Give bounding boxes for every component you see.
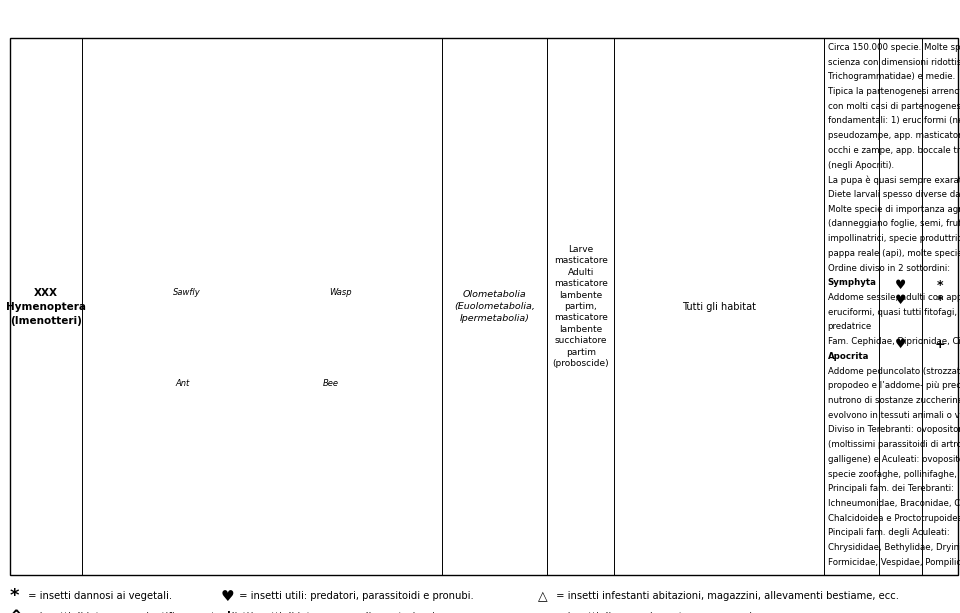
Text: Ichneumonidae, Braconidae, Cynipidae, superfam.: Ichneumonidae, Braconidae, Cynipidae, su… bbox=[828, 499, 960, 508]
Text: +: + bbox=[221, 607, 234, 613]
Text: (negli Apocriti).: (negli Apocriti). bbox=[828, 161, 894, 170]
Text: La pupa è quasi sempre exarata, evoiche o anoiche: La pupa è quasi sempre exarata, evoiche … bbox=[828, 175, 960, 185]
Text: Tutti gli habitat: Tutti gli habitat bbox=[682, 302, 756, 311]
Text: XXX
Hymenoptera
(Imenotteri): XXX Hymenoptera (Imenotteri) bbox=[6, 287, 85, 326]
Text: ♥: ♥ bbox=[895, 294, 906, 307]
Text: —: — bbox=[538, 610, 551, 613]
Text: = insetti infestanti abitazioni, magazzini, allevamenti bestiame, ecc.: = insetti infestanti abitazioni, magazzi… bbox=[553, 592, 899, 601]
Text: Apocrita: Apocrita bbox=[828, 352, 869, 361]
Text: Ordine diviso in 2 sottordini:: Ordine diviso in 2 sottordini: bbox=[828, 264, 949, 273]
Text: Trichogrammatidae) e medie.: Trichogrammatidae) e medie. bbox=[828, 72, 955, 82]
Text: +: + bbox=[934, 338, 946, 351]
Text: Formicidae, Vespidae, Pompilidae, Sphecidae, Apidae.: Formicidae, Vespidae, Pompilidae, Spheci… bbox=[828, 558, 960, 567]
Text: pseudozampe, app. masticatore; 2) di tipo semplice senza: pseudozampe, app. masticatore; 2) di tip… bbox=[828, 131, 960, 140]
Text: Principali fam. dei Terebranti:: Principali fam. dei Terebranti: bbox=[828, 484, 953, 493]
Text: Chrysididae, Bethylidae, Dryinidae, Mutillidae,: Chrysididae, Bethylidae, Dryinidae, Muti… bbox=[828, 543, 960, 552]
Text: Olometabolia
(Euolometabolia,
Ipermetabolia): Olometabolia (Euolometabolia, Ipermetabo… bbox=[454, 290, 535, 323]
Text: = insetti utili: predatori, parassitoidi e pronubi.: = insetti utili: predatori, parassitoidi… bbox=[236, 592, 474, 601]
Text: ♥: ♥ bbox=[221, 589, 234, 604]
Text: Fam. Cephidae, Diprionidae, Cimbicidae, Tenthredinidae.: Fam. Cephidae, Diprionidae, Cimbicidae, … bbox=[828, 337, 960, 346]
Text: (moltissimi parassitoidi di artropodi, ma specie fitofaghe: (moltissimi parassitoidi di artropodi, m… bbox=[828, 440, 960, 449]
Text: ♥: ♥ bbox=[895, 279, 906, 292]
Text: nutrono di sostanze zuccherine, polline, prede; le larve si: nutrono di sostanze zuccherine, polline,… bbox=[828, 396, 960, 405]
Text: = insetti di interesse scientifico e naturalistico.: = insetti di interesse scientifico e nat… bbox=[25, 612, 264, 613]
Text: Tipica la partenogenesi arrenotoca presente in tutto l’ordine: Tipica la partenogenesi arrenotoca prese… bbox=[828, 87, 960, 96]
Text: *: * bbox=[937, 294, 943, 307]
Text: *: * bbox=[937, 279, 943, 292]
Text: galligene) e Aculeati: ovopositore trasformato in aculeo,: galligene) e Aculeati: ovopositore trasf… bbox=[828, 455, 960, 464]
Text: = insetti dannosi ai vegetali.: = insetti dannosi ai vegetali. bbox=[25, 592, 172, 601]
Text: Circa 150.000 specie. Molte specie ancora sconosciute alla: Circa 150.000 specie. Molte specie ancor… bbox=[828, 43, 960, 52]
Text: ♥: ♥ bbox=[895, 338, 906, 351]
Text: ^: ^ bbox=[10, 609, 22, 613]
Text: (danneggiano foglie, semi, frutti, legno), specie: (danneggiano foglie, semi, frutti, legno… bbox=[828, 219, 960, 229]
Text: Bee: Bee bbox=[324, 379, 339, 388]
Text: propodeo e l’addome- più precisamente gastro), gli adulti si: propodeo e l’addome- più precisamente ga… bbox=[828, 381, 960, 390]
Text: predatrice: predatrice bbox=[828, 322, 872, 332]
Text: pappa reale (api), molte specie parassitoidi utili.: pappa reale (api), molte specie parassit… bbox=[828, 249, 960, 258]
Text: Chalcidoidea e Proctotrupoidea.: Chalcidoidea e Proctotrupoidea. bbox=[828, 514, 960, 523]
Bar bbox=[10, 38, 958, 575]
Text: impollinatrici, specie produttrici di miele, cera, propoli,: impollinatrici, specie produttrici di mi… bbox=[828, 234, 960, 243]
Text: evolvono in tessuti animali o vegetali, o nidi di vario tipo.: evolvono in tessuti animali o vegetali, … bbox=[828, 411, 960, 420]
Text: Symphyta: Symphyta bbox=[828, 278, 876, 287]
Text: con molti casi di partenogenesi telitoca. Larve di 2 tipi: con molti casi di partenogenesi telitoca… bbox=[828, 102, 960, 111]
Text: Larve
masticatore
Adulti
masticatore
lambente
partim,
masticatore
lambente
succh: Larve masticatore Adulti masticatore lam… bbox=[553, 245, 609, 368]
Text: specie zoofaghe, pollinifaghe, glicifaghe.: specie zoofaghe, pollinifaghe, glicifagh… bbox=[828, 470, 960, 479]
Text: Wasp: Wasp bbox=[329, 287, 352, 297]
Text: Diete larvali spesso diverse da quelle degli adulti.: Diete larvali spesso diverse da quelle d… bbox=[828, 190, 960, 199]
Text: Sawfly: Sawfly bbox=[174, 287, 201, 297]
Text: *: * bbox=[10, 587, 19, 606]
Text: fondamentali: 1) eruciformi (nei Sinfiti), con zampe e: fondamentali: 1) eruciformi (nei Sinfiti… bbox=[828, 116, 960, 126]
Text: Ant: Ant bbox=[176, 379, 189, 388]
Text: Addome peduncolato (strozzatura tra il complesso torace-: Addome peduncolato (strozzatura tra il c… bbox=[828, 367, 960, 376]
Text: Molte specie di importanza agraria:  fitofaghe: Molte specie di importanza agraria: fito… bbox=[828, 205, 960, 214]
Text: △: △ bbox=[538, 590, 547, 603]
Text: Diviso in Terebranti: ovopositore morfologico a terebra: Diviso in Terebranti: ovopositore morfol… bbox=[828, 425, 960, 435]
Text: Addome sessile, adulti con app. masticatore, larve: Addome sessile, adulti con app. masticat… bbox=[828, 293, 960, 302]
Text: occhi e zampe, app. boccale trasformato o semplificato: occhi e zampe, app. boccale trasformato … bbox=[828, 146, 960, 155]
Text: = insetti di scarsa importanza economica.: = insetti di scarsa importanza economica… bbox=[553, 612, 767, 613]
Text: = insetti di interesse medico-veterinario.: = insetti di interesse medico-veterinari… bbox=[236, 612, 444, 613]
Text: eruciformi, quasi tutti fitofagi, qualche specie pollinifaga o: eruciformi, quasi tutti fitofagi, qualch… bbox=[828, 308, 960, 317]
Text: Pincipali fam. degli Aculeati:: Pincipali fam. degli Aculeati: bbox=[828, 528, 949, 538]
Text: scienza con dimensioni ridottissime (es. Mymaridae,: scienza con dimensioni ridottissime (es.… bbox=[828, 58, 960, 67]
